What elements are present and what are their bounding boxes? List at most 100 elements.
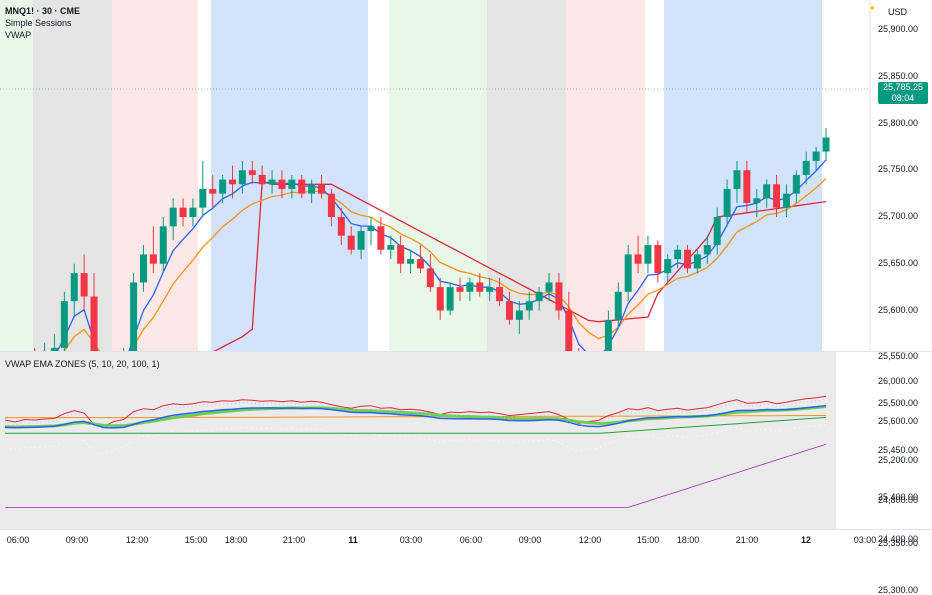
candle-body [347,235,355,250]
session-london-band [566,0,645,351]
candle-body [505,301,513,320]
indicator-vwap[interactable]: VWAP [5,30,32,40]
candle-body [288,179,296,189]
candle-body [416,259,424,269]
candle-body [723,188,731,217]
candle-body [397,245,405,264]
candle-body [743,170,751,203]
candle-body [199,188,207,208]
time-axis-tick: 06:00 [6,535,30,545]
zone-purple-line [5,443,827,508]
time-axis-tick: 21:00 [282,535,306,545]
last-price-badge: 25,785.25 08:04 [878,82,928,104]
candle-body [515,310,523,320]
candle-body [763,184,771,199]
candle-body [229,179,237,185]
candle-body [624,254,632,292]
candle-body [792,174,800,194]
candle-body [496,287,504,302]
candle-body [684,249,692,269]
candle-body [644,245,652,264]
candle-body [298,179,306,194]
candle-body [436,287,444,311]
candle-body [169,207,177,227]
time-axis-tick: 12:00 [125,535,149,545]
candle-body [733,170,741,189]
candle-body [812,151,820,161]
candle-body [337,217,345,236]
price-axis-tick: 25,550.00 [878,351,919,362]
indicator-axis-tick: 25,200.00 [878,455,919,465]
symbol-title[interactable]: MNQ1! · 30 · CME [5,6,81,16]
candle-body [545,282,553,292]
time-axis-tick: 18:00 [676,535,700,545]
candle-body [258,174,266,185]
session-london-band [112,0,198,351]
price-axis-tick: 25,400.00 [878,491,919,502]
main-price-chart[interactable] [0,0,932,352]
zone-red-line [4,395,827,427]
candle-body [377,226,385,250]
candle-body [130,282,138,352]
candle-body [802,160,810,175]
time-axis-tick: 03:00 [399,535,423,545]
indicator-panel-chart[interactable] [0,352,932,530]
price-axis-tick: 25,800.00 [878,117,919,128]
candlestick-series [34,128,830,352]
time-axis-tick: 03:00 [853,535,877,545]
candle-body [70,273,78,302]
price-axis-tick: 25,750.00 [878,164,919,175]
candle-body [782,193,790,208]
candle-body [674,249,682,260]
candle-body [209,188,217,194]
time-axis-tick: 06:00 [459,535,483,545]
zone-dark-green-line [5,417,827,434]
candle-body [387,245,395,250]
indicator-bg [0,352,836,530]
candle-body [159,226,167,264]
candle-body [407,259,415,264]
indicator-axis-tick: 26,000.00 [878,376,919,386]
candle-body [90,296,98,352]
currency-label[interactable]: USD [888,7,908,17]
candle-body [446,287,454,311]
indicator-axis-tick: 25,600.00 [878,415,919,426]
zone-blue-line [4,404,827,429]
time-axis-tick: 21:00 [735,535,759,545]
indicator-axis-tick: 24,800.00 [878,494,919,505]
candle-body [278,179,286,189]
candle-body [664,259,672,274]
candle-body [367,226,375,232]
time-axis-tick: 15:00 [184,535,208,545]
price-axis-tick: 25,850.00 [878,70,919,81]
chart-legend: MNQ1! · 30 · CME Simple Sessions VWAP [5,5,80,41]
candle-body [614,291,622,320]
candle-body [654,245,662,274]
price-axis-tick: 25,300.00 [878,585,919,595]
time-axis-tick: 18:00 [224,535,248,545]
candle-body [822,137,830,152]
price-axis-tick: 25,900.00 [878,24,919,34]
candle-body [476,282,484,292]
candle-body [525,301,533,311]
price-axis-tick: 25,350.00 [878,538,919,549]
session-green-band [0,0,33,351]
candle-body [693,254,701,269]
candle-body [357,231,365,250]
indicator-simple-sessions[interactable]: Simple Sessions [5,18,72,28]
price-axis-tick: 25,500.00 [878,398,919,408]
indicator-legend: VWAP EMA ZONES (5, 10, 20, 100, 1) [5,358,160,370]
price-axis-tick: 25,650.00 [878,257,919,268]
indicator-vwap-ema-zones[interactable]: VWAP EMA ZONES (5, 10, 20, 100, 1) [5,359,160,369]
candle-body [80,273,88,297]
candle-body [50,347,58,352]
ema-slow-line [62,178,827,352]
time-axis-tick: 12 [800,535,812,545]
candle-body [565,310,573,352]
candle-body [238,170,246,185]
price-axis-tick: 25,700.00 [878,211,919,221]
candle-body [179,207,187,217]
candle-body [189,207,197,217]
candle-body [219,179,227,194]
candle-body [327,193,335,217]
